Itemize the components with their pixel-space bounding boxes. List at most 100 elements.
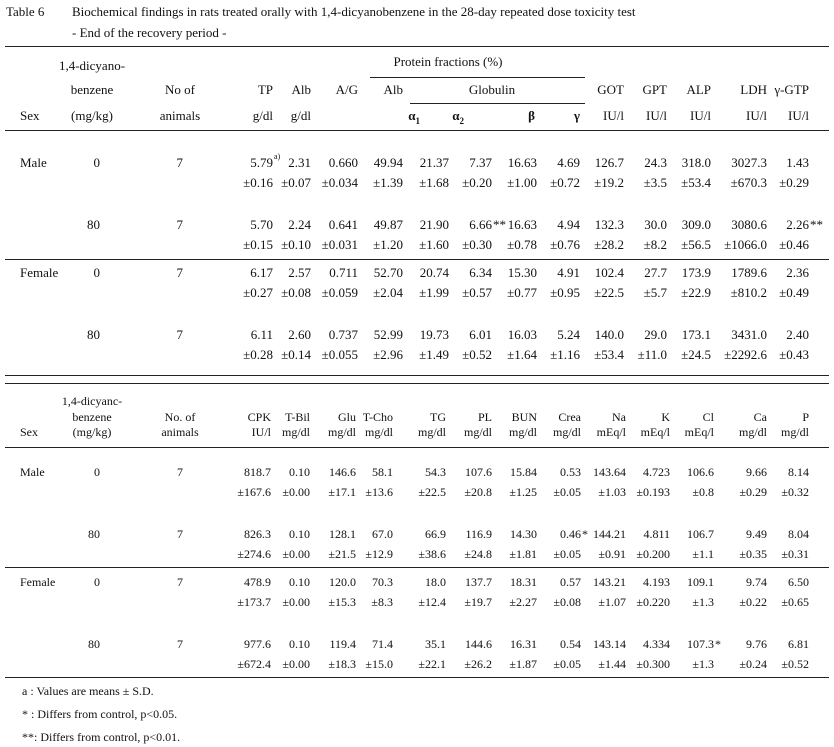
- sd-value: ±1.1: [692, 547, 714, 561]
- column-header: α2: [452, 108, 464, 126]
- column-header: PL: [477, 410, 492, 424]
- mean-value: 2.24: [288, 217, 311, 232]
- mean-value: 19.73: [419, 327, 449, 342]
- mean-value: 109.1: [687, 575, 714, 589]
- mean-value: 137.7: [465, 575, 492, 589]
- note-mark: a): [274, 152, 281, 161]
- column-unit: mg/dl: [364, 425, 393, 439]
- animals-header: animals: [161, 425, 199, 439]
- column-unit: mg/dl: [281, 425, 310, 439]
- sd-value: ±0.57: [462, 285, 492, 300]
- animals: 7: [177, 575, 183, 589]
- column-header: γ: [573, 108, 580, 123]
- animals: 7: [176, 327, 184, 342]
- sd-value: ±1.3: [692, 657, 714, 671]
- animals: 7: [177, 465, 183, 479]
- sd-value: ±0.30: [462, 237, 492, 252]
- sd-value: ±0.05: [553, 485, 581, 499]
- mean-value: 2.40: [786, 327, 809, 342]
- animals: 7: [177, 527, 183, 541]
- mean-value: 0.660: [328, 155, 358, 170]
- sd-value: ±12.4: [418, 595, 446, 609]
- mean-value: 66.9: [425, 527, 446, 541]
- sd-value: ±0.24: [739, 657, 767, 671]
- mean-value: 6.81: [788, 637, 809, 651]
- mean-value: 16.03: [507, 327, 537, 342]
- sd-value: ±0.05: [553, 547, 581, 561]
- dose-header: benzene: [70, 82, 114, 97]
- sd-value: ±1.16: [550, 347, 580, 362]
- mean-value: 143.14: [593, 637, 626, 651]
- animals-header: No. of: [164, 410, 196, 424]
- note-mark: **: [810, 217, 823, 232]
- mean-value: 16.63: [507, 155, 537, 170]
- note-mark: *: [715, 637, 721, 651]
- mean-value: 9.76: [746, 637, 767, 651]
- dose: 80: [88, 527, 100, 541]
- sd-value: ±0.46: [779, 237, 809, 252]
- sd-value: ±0.15: [243, 237, 273, 252]
- mean-value: 6.50: [788, 575, 809, 589]
- sd-value: ±0.08: [553, 595, 581, 609]
- dose-header: (mg/kg): [72, 425, 112, 439]
- mean-value: 24.3: [644, 155, 667, 170]
- dose: 80: [87, 327, 100, 342]
- mean-value: 16.63: [507, 217, 537, 232]
- sd-value: ±18.3: [328, 657, 356, 671]
- sd-value: ±0.031: [321, 237, 358, 252]
- column-header: β: [528, 108, 535, 123]
- mean-value: 18.0: [425, 575, 446, 589]
- mean-value: 15.30: [507, 265, 537, 280]
- column-header: T-Cho: [362, 410, 393, 424]
- sd-value: ±1.64: [507, 347, 537, 362]
- column-header: α1: [408, 108, 420, 126]
- mean-value: 126.7: [594, 155, 624, 170]
- sd-value: ±0.300: [636, 657, 670, 671]
- mean-value: 318.0: [681, 155, 711, 170]
- sd-value: ±20.8: [464, 485, 492, 499]
- mean-value: 1.43: [786, 155, 809, 170]
- animals-header: No of: [165, 82, 195, 97]
- sd-value: ±1.39: [373, 175, 403, 190]
- dose-header: 1,4-dicyanc-: [61, 394, 123, 408]
- rule: [5, 383, 829, 384]
- rule: [5, 130, 829, 131]
- mean-value: 20.74: [419, 265, 449, 280]
- column-header: γ-GTP: [774, 82, 809, 97]
- column-unit: IU/l: [788, 108, 809, 123]
- mean-value: 6.34: [469, 265, 492, 280]
- column-name: α: [452, 108, 460, 123]
- sd-value: ±8.3: [371, 595, 393, 609]
- sd-value: ±0.055: [321, 347, 358, 362]
- sd-value: ±8.2: [643, 237, 667, 252]
- sd-value: ±1.68: [419, 175, 449, 190]
- sd-value: ±15.3: [328, 595, 356, 609]
- dose: 0: [93, 265, 101, 280]
- sd-value: ±0.52: [781, 657, 809, 671]
- sd-value: ±38.6: [418, 547, 446, 561]
- sd-value: ±1.44: [598, 657, 626, 671]
- mean-value: 173.9: [681, 265, 711, 280]
- column-unit: mg/dl: [780, 425, 809, 439]
- column-header: GOT: [597, 82, 624, 97]
- rule: [370, 77, 585, 78]
- column-header: BUN: [511, 410, 537, 424]
- rule: [5, 447, 829, 448]
- column-header: Alb: [383, 82, 404, 97]
- sd-value: ±13.6: [365, 485, 393, 499]
- mean-value: 2.60: [288, 327, 311, 342]
- mean-value: 27.7: [644, 265, 667, 280]
- mean-value: 0.46: [560, 527, 581, 541]
- sd-value: ±2.04: [373, 285, 403, 300]
- sd-value: ±2292.6: [724, 347, 767, 362]
- mean-value: 0.57: [560, 575, 581, 589]
- sd-value: ±0.27: [243, 285, 273, 300]
- sd-value: ±173.7: [237, 595, 271, 609]
- sd-value: ±0.00: [282, 595, 310, 609]
- mean-value: 6.66: [469, 217, 492, 232]
- table-label: Table 6: [6, 4, 45, 19]
- sex-header: Sex: [20, 425, 38, 439]
- mean-value: 102.4: [594, 265, 624, 280]
- sex: Male: [20, 465, 45, 479]
- sd-value: ±274.6: [237, 547, 271, 561]
